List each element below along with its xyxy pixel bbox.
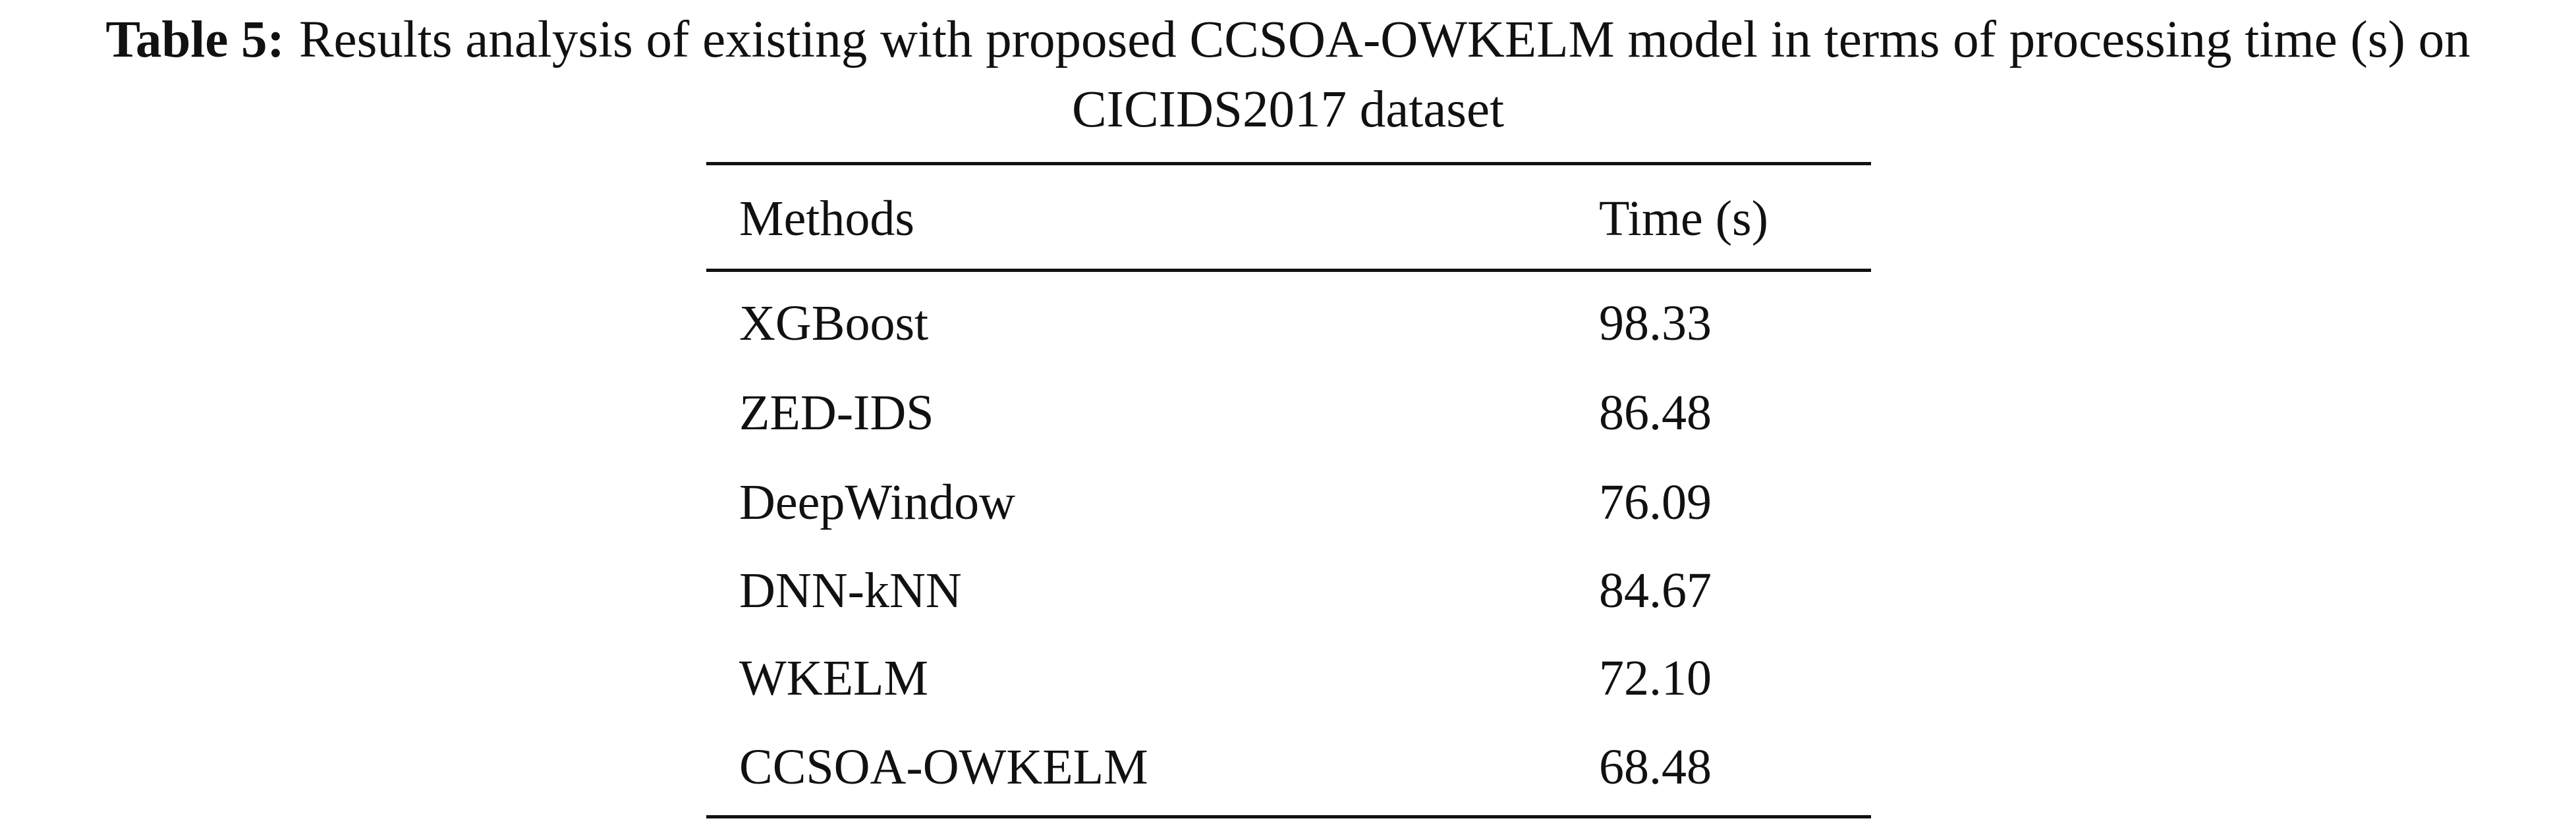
time-cell: 86.48 — [1599, 385, 1712, 440]
time-cell: 98.33 — [1599, 296, 1712, 351]
caption-label: Table 5: — [105, 11, 285, 68]
method-cell: CCSOA-OWKELM — [739, 739, 1148, 795]
header-cell: Time (s) — [1599, 191, 1768, 246]
method-cell: ZED-IDS — [739, 385, 934, 440]
time-cell: 68.48 — [1599, 739, 1712, 795]
time-cell: 76.09 — [1599, 475, 1712, 530]
caption-text: Results analysis of existing with propos… — [298, 11, 2471, 138]
mid-rule — [706, 269, 1871, 272]
time-cell: 84.67 — [1599, 563, 1712, 618]
method-cell: DNN-kNN — [739, 563, 962, 618]
time-cell: 72.10 — [1599, 651, 1712, 706]
method-cell: WKELM — [739, 651, 929, 706]
method-cell: XGBoost — [739, 296, 929, 351]
table-caption: Table 5: Results analysis of existing wit… — [0, 5, 2576, 145]
bottom-rule — [706, 815, 1871, 818]
header-cell: Methods — [739, 191, 914, 246]
top-rule — [706, 162, 1871, 165]
method-cell: DeepWindow — [739, 475, 1016, 530]
